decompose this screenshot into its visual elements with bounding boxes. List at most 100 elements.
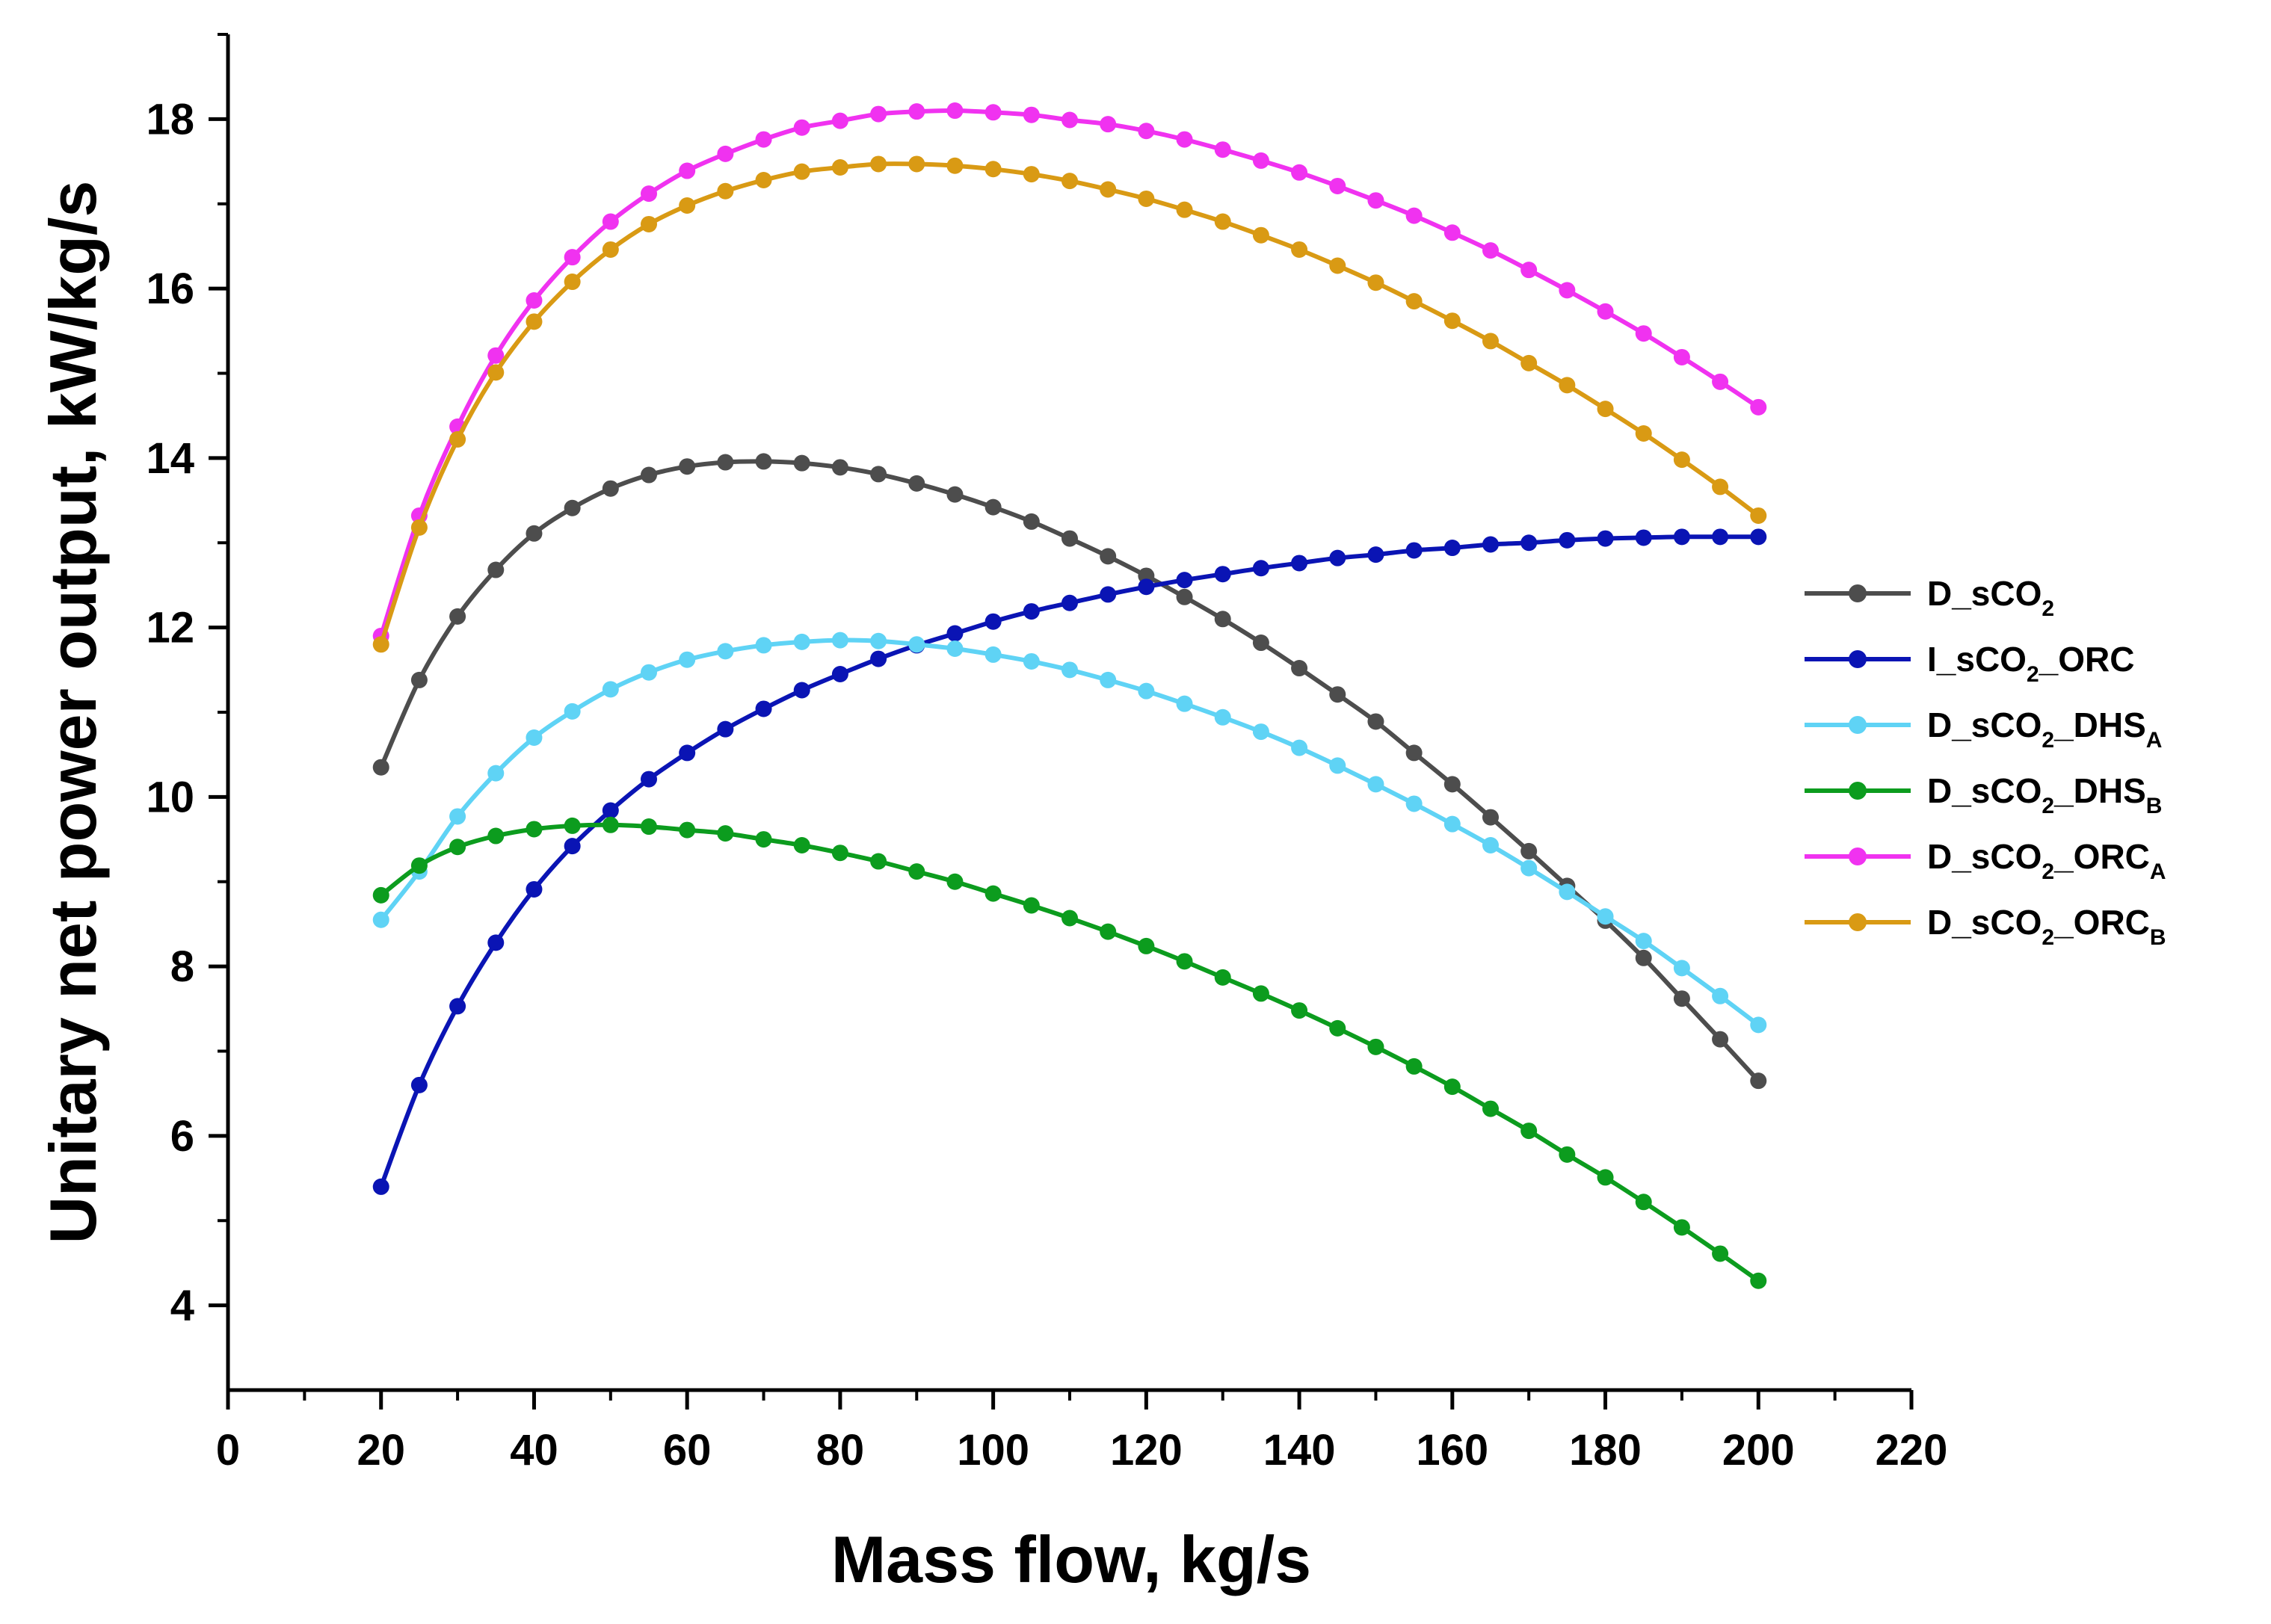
data-point <box>908 155 925 173</box>
data-point <box>1252 560 1269 577</box>
legend-item: D_sCO2 <box>1805 574 2054 621</box>
data-point <box>793 633 810 650</box>
legend-item: D_sCO2_ORCB <box>1805 903 2166 950</box>
data-point <box>1673 990 1690 1007</box>
data-point <box>1520 262 1538 279</box>
data-point <box>946 102 964 120</box>
data-point <box>1023 106 1040 123</box>
data-point <box>487 934 505 951</box>
data-point <box>984 161 1002 178</box>
data-point <box>1252 985 1269 1002</box>
data-point <box>946 486 964 503</box>
data-point <box>984 613 1002 630</box>
data-point <box>1100 116 1117 133</box>
data-point <box>1635 325 1652 342</box>
legend-item: D_sCO2_ORCA <box>1805 837 2166 884</box>
legend-label-tail: _DHS <box>2053 771 2146 810</box>
data-point <box>449 998 466 1015</box>
legend-label-tail: _ORC <box>2039 640 2135 679</box>
legend-label: D_sCO2 <box>1927 574 2054 621</box>
data-point <box>755 700 772 717</box>
x-tick-label: 0 <box>216 1426 240 1475</box>
data-point <box>487 364 505 381</box>
data-point <box>1023 513 1040 530</box>
data-point <box>1214 141 1231 158</box>
data-point <box>1559 883 1576 901</box>
data-point <box>1367 546 1384 564</box>
data-point <box>1673 960 1690 977</box>
data-point <box>1559 531 1576 549</box>
data-point <box>755 172 772 189</box>
y-tick-label: 8 <box>170 942 194 991</box>
x-tick-label: 220 <box>1876 1426 1948 1475</box>
data-point <box>1023 897 1040 914</box>
data-point <box>793 454 810 472</box>
data-point <box>1597 1169 1614 1186</box>
legend-label-subscript: 2 <box>2042 794 2054 818</box>
legend-label-subscript: 2 <box>2042 728 2054 753</box>
data-point <box>1291 660 1308 677</box>
data-point <box>831 112 848 129</box>
legend-marker <box>1849 913 1867 931</box>
series-D_sCO2_ORCB <box>372 155 1767 653</box>
data-point <box>1214 566 1231 583</box>
data-point <box>602 681 619 698</box>
data-point <box>641 771 657 788</box>
legend-label-base: I_sCO <box>1927 640 2027 679</box>
data-point <box>564 817 581 834</box>
data-point <box>564 703 581 720</box>
data-point <box>641 185 657 203</box>
data-point <box>1712 1031 1729 1048</box>
data-point <box>1023 652 1040 670</box>
y-tick-label: 10 <box>146 773 194 821</box>
data-point <box>679 821 696 839</box>
data-point <box>793 836 810 853</box>
data-point <box>1061 530 1078 547</box>
data-point <box>641 215 657 232</box>
data-point <box>1138 190 1155 207</box>
series-line <box>378 108 1760 637</box>
data-point <box>1329 257 1346 274</box>
data-point <box>1750 398 1767 416</box>
legend-marker <box>1849 650 1867 668</box>
data-point <box>908 475 925 492</box>
data-point <box>831 459 848 476</box>
data-point <box>1482 536 1499 553</box>
data-point <box>1750 528 1767 546</box>
series-I_sCO2_ORC <box>372 528 1767 1195</box>
data-point <box>1176 588 1193 605</box>
data-point <box>1482 333 1499 350</box>
data-point <box>984 885 1002 902</box>
data-point <box>564 274 581 291</box>
legend-item: I_sCO2_ORC <box>1805 640 2134 687</box>
data-point <box>984 498 1002 516</box>
data-point <box>1520 859 1538 877</box>
data-point <box>870 650 887 667</box>
series-line <box>378 459 1760 1083</box>
data-point <box>1100 548 1117 565</box>
data-point <box>487 347 505 364</box>
data-point <box>908 863 925 880</box>
data-point <box>1023 166 1040 183</box>
data-point <box>602 213 619 230</box>
data-point <box>1252 226 1269 244</box>
data-point <box>1291 164 1308 181</box>
data-point <box>1367 1038 1384 1055</box>
legend-label-base: D_sCO <box>1927 771 2042 810</box>
data-point <box>1559 1146 1576 1163</box>
data-point <box>1252 635 1269 652</box>
legend-label-tail-subscript: A <box>2150 859 2166 884</box>
data-point <box>1559 377 1576 394</box>
data-point <box>602 241 619 258</box>
data-point <box>1367 713 1384 730</box>
x-tick-label: 140 <box>1263 1426 1336 1475</box>
data-point <box>1520 534 1538 552</box>
data-point <box>1673 528 1690 546</box>
data-point <box>1367 192 1384 209</box>
data-point <box>679 744 696 762</box>
legend-item: D_sCO2_DHSB <box>1805 771 2162 818</box>
data-point <box>1291 555 1308 572</box>
data-point <box>1443 776 1461 793</box>
data-point <box>1712 528 1729 546</box>
data-point <box>372 1178 389 1195</box>
